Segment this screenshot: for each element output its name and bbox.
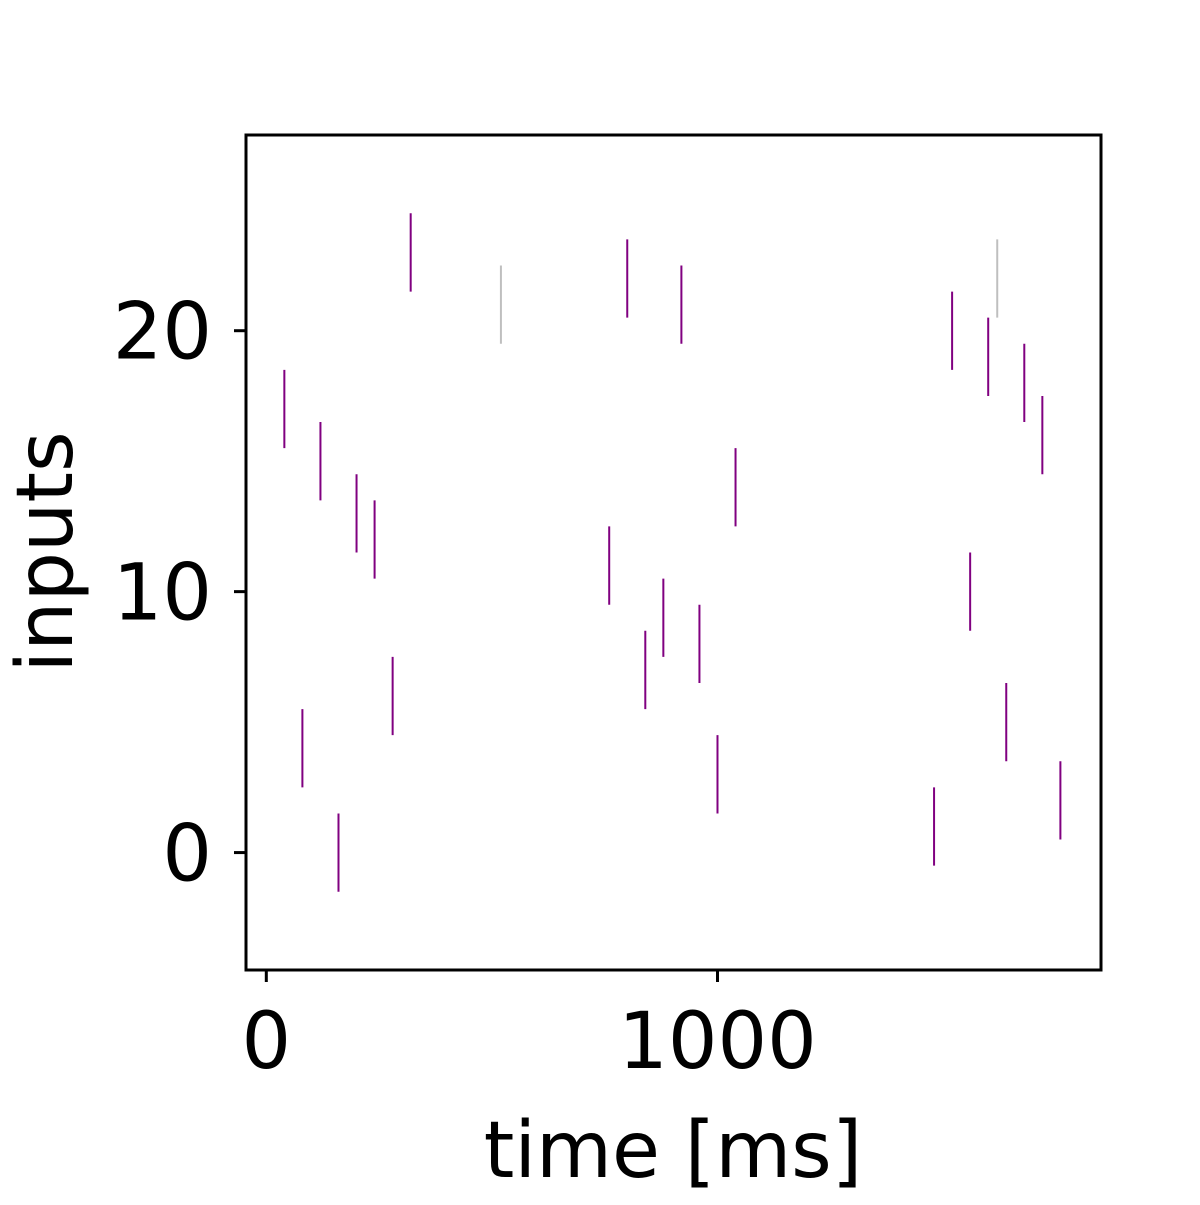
axis-ticks: 0 1000 0 10 20 bbox=[113, 288, 817, 1087]
x-tick-label: 1000 bbox=[618, 997, 817, 1087]
y-axis-title: inputs bbox=[1, 431, 91, 672]
spike-marks bbox=[283, 213, 1062, 892]
y-tick-label: 0 bbox=[162, 810, 212, 900]
plot-frame bbox=[244, 133, 1103, 972]
x-axis-title: time [ms] bbox=[484, 1106, 863, 1196]
y-tick-label: 20 bbox=[113, 288, 212, 378]
y-tick-label: 10 bbox=[113, 549, 212, 639]
x-tick-label: 0 bbox=[241, 997, 291, 1087]
